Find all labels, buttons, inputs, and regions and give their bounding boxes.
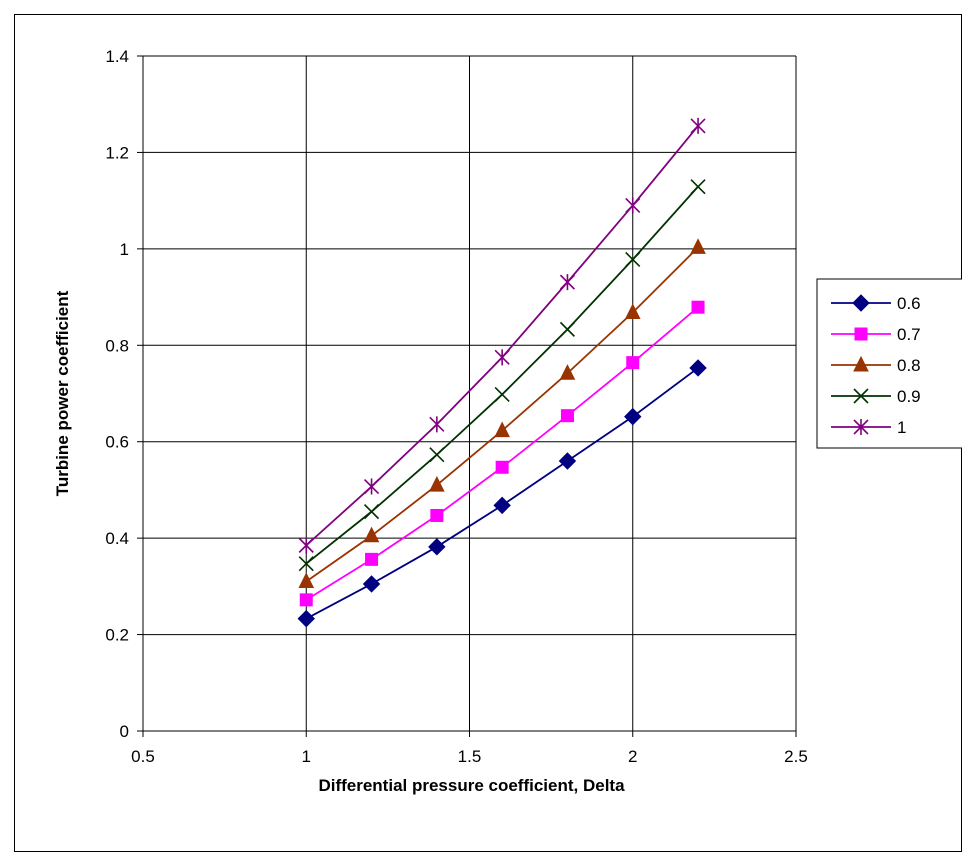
y-tick-labels: 0 0.2 0.4 0.6 0.8 1 1.2 1.4 [105,47,129,741]
gridlines [142,55,797,732]
data-point-x [625,251,641,268]
x-axis-title: Differential pressure coefficient, Delta [318,776,625,795]
data-point-star [363,478,380,495]
legend-item: 0.9 [831,387,921,406]
data-point-triangle [624,303,641,319]
data-point-star [690,117,706,134]
legend-marker-triangle [853,355,869,372]
x-tick-label: 1 [302,747,311,766]
axes [137,55,797,737]
legend-item: 0.8 [831,355,921,375]
data-point-triangle [690,238,706,254]
data-point-star [494,349,510,366]
data-point-diamond [297,609,315,628]
data-point-x [363,504,380,520]
legend-box [816,278,962,449]
series-0.8 [298,238,706,589]
data-point-square [299,593,313,607]
data-point-diamond [689,359,707,377]
x-tick-label: 2.5 [784,747,808,766]
data-point-x [690,179,706,195]
data-point-x [298,556,314,572]
data-point-square [560,409,574,423]
y-tick-label: 0.8 [105,336,129,355]
series-0.9 [298,179,706,572]
data-point-square [430,508,444,522]
legend-label: 0.8 [897,356,921,375]
legend-marker-star [853,419,869,435]
data-point-square [365,552,379,566]
data-point-x [559,321,576,337]
series-1 [298,117,706,554]
legend-item: 0.7 [831,325,921,344]
legend-label: 0.9 [897,387,921,406]
x-tick-label: 2 [628,747,637,766]
data-point-triangle [494,421,510,438]
data-point-star [559,274,576,291]
data-point-triangle [363,526,380,543]
data-point-square [495,460,509,474]
data-point-square [626,356,640,370]
data-point-diamond [428,538,446,556]
y-axis-title: Turbine power coefficient [53,290,72,496]
y-tick-label: 1 [120,240,129,259]
legend-label: 1 [897,418,906,437]
y-tick-label: 1.4 [105,47,129,66]
legend-marker-square [854,327,868,341]
data-point-diamond [362,575,381,593]
data-point-star [298,537,314,554]
data-point-square [691,300,705,314]
y-tick-label: 0.4 [105,529,129,548]
data-point-star [625,197,641,214]
data-point-triangle [559,364,576,380]
y-tick-label: 0.2 [105,626,129,645]
legend-label: 0.6 [897,294,921,313]
data-point-star [429,416,445,433]
x-tick-labels: 0.5 1 1.5 2 2.5 [131,747,808,766]
data-point-diamond [624,407,642,426]
legend-label: 0.7 [897,325,921,344]
series-0.7 [299,300,705,607]
legend-marker-diamond [852,294,870,312]
data-point-triangle [429,475,445,492]
y-tick-label: 0.6 [105,433,129,452]
data-point-x [494,386,510,403]
legend-item: 1 [831,418,906,437]
x-tick-label: 1.5 [458,747,482,766]
y-tick-label: 1.2 [105,143,129,162]
data-point-x [429,447,445,463]
y-tick-label: 0 [120,722,129,741]
series-group [297,117,707,628]
data-point-diamond [493,496,511,515]
x-tick-label: 0.5 [131,747,155,766]
legend-item: 0.6 [831,294,921,313]
series-0.6 [297,359,707,628]
data-point-diamond [558,452,577,470]
legend: 0.6 0.7 0.8 0.9 1 [816,278,962,449]
legend-marker-x [853,388,869,404]
data-point-triangle [298,572,315,589]
